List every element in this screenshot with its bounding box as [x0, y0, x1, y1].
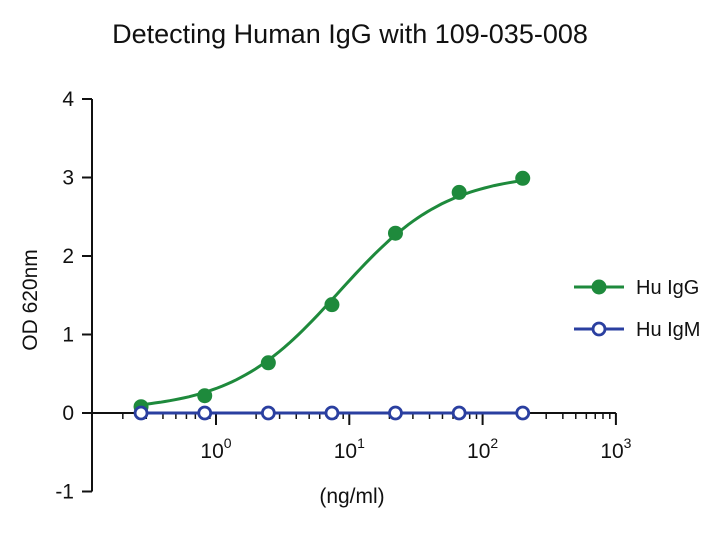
legend-marker: [591, 279, 607, 295]
y-tick-label: 1: [62, 324, 74, 347]
x-tick-label: 103: [600, 435, 631, 463]
legend-item: Hu IgG: [574, 277, 699, 299]
data-point: [197, 388, 213, 404]
data-point: [515, 170, 531, 186]
y-tick-label: 3: [62, 167, 74, 190]
y-tick-label: 4: [62, 88, 74, 111]
y-tick-label: 2: [62, 245, 74, 268]
chart-title: Detecting Human IgG with 109-035-008: [112, 19, 588, 49]
legend-label: Hu IgG: [636, 277, 699, 299]
y-tick-label: -1: [55, 481, 74, 504]
data-point: [451, 184, 467, 200]
y-axis-label: OD 620nm: [19, 249, 42, 351]
plot-series: [133, 170, 531, 421]
legend-marker: [591, 321, 607, 337]
data-point: [133, 405, 149, 421]
fit-line: [140, 179, 523, 407]
legend-label: Hu IgM: [636, 319, 700, 341]
data-point: [387, 225, 403, 241]
data-point: [324, 297, 340, 313]
series-hu-igg: [133, 170, 531, 415]
data-point: [260, 355, 276, 371]
data-point: [260, 405, 276, 421]
data-point: [515, 405, 531, 421]
y-tick-label: 0: [62, 402, 74, 425]
data-point: [324, 405, 340, 421]
data-point: [451, 405, 467, 421]
legend: Hu IgG Hu IgM: [574, 277, 700, 341]
y-axis: -1 0 1 2 3 4: [55, 88, 93, 504]
x-tick-label: 102: [467, 435, 498, 463]
legend-item: Hu IgM: [574, 319, 700, 341]
data-point: [197, 405, 213, 421]
x-tick-label: 100: [200, 435, 231, 463]
x-tick-label: 101: [334, 435, 365, 463]
x-axis-label: (ng/ml): [319, 485, 384, 508]
x-axis: 100 101 102 103: [92, 412, 632, 463]
data-point: [388, 405, 403, 421]
series-hu-igm: [133, 405, 531, 421]
